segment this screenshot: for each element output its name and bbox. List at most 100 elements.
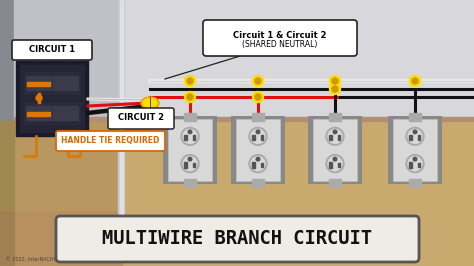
- Bar: [53, 76, 78, 90]
- Circle shape: [332, 181, 337, 185]
- Bar: [24, 72, 80, 94]
- Bar: [14, 121, 122, 214]
- Circle shape: [184, 92, 195, 102]
- Bar: [253, 135, 255, 140]
- Bar: [393, 119, 437, 181]
- Bar: [388, 116, 442, 184]
- Bar: [409, 113, 421, 121]
- Bar: [20, 65, 84, 132]
- Bar: [418, 135, 420, 140]
- Circle shape: [251, 157, 265, 171]
- Circle shape: [188, 181, 192, 185]
- Bar: [252, 179, 264, 187]
- Circle shape: [251, 129, 265, 143]
- Bar: [168, 119, 212, 181]
- FancyBboxPatch shape: [12, 40, 92, 60]
- Circle shape: [410, 76, 420, 86]
- FancyBboxPatch shape: [203, 20, 357, 56]
- Bar: [120, 0, 123, 214]
- Circle shape: [332, 114, 337, 119]
- Bar: [16, 61, 88, 136]
- Circle shape: [329, 84, 340, 94]
- Bar: [184, 113, 196, 121]
- Text: (SHARED NEUTRAL): (SHARED NEUTRAL): [242, 40, 318, 49]
- Circle shape: [326, 127, 344, 145]
- Circle shape: [329, 76, 340, 86]
- Bar: [193, 163, 195, 167]
- Bar: [410, 162, 412, 168]
- Bar: [26, 106, 51, 120]
- Bar: [24, 102, 80, 124]
- Circle shape: [188, 114, 192, 119]
- Circle shape: [406, 155, 424, 173]
- Circle shape: [326, 155, 344, 173]
- Text: CIRCUIT 1: CIRCUIT 1: [29, 45, 75, 55]
- Circle shape: [255, 181, 261, 185]
- Bar: [261, 163, 264, 167]
- Circle shape: [188, 157, 192, 161]
- Circle shape: [249, 127, 267, 145]
- Bar: [122, 59, 474, 214]
- Text: HANDLE TIE REQUIRED: HANDLE TIE REQUIRED: [61, 136, 159, 146]
- Bar: [0, 211, 474, 266]
- Bar: [0, 0, 14, 214]
- Bar: [184, 135, 187, 140]
- Bar: [14, 117, 474, 121]
- Bar: [184, 179, 196, 187]
- Bar: [329, 135, 332, 140]
- Circle shape: [255, 78, 261, 84]
- FancyBboxPatch shape: [108, 108, 174, 129]
- Circle shape: [328, 129, 342, 143]
- Circle shape: [181, 155, 199, 173]
- Circle shape: [408, 129, 422, 143]
- Bar: [308, 116, 362, 184]
- Bar: [14, 211, 122, 266]
- Bar: [118, 0, 124, 214]
- Circle shape: [410, 76, 420, 86]
- Circle shape: [253, 76, 264, 86]
- Bar: [329, 179, 341, 187]
- Circle shape: [328, 157, 342, 171]
- Circle shape: [332, 86, 338, 92]
- Circle shape: [413, 130, 417, 134]
- Bar: [193, 135, 195, 140]
- Circle shape: [412, 114, 418, 119]
- Ellipse shape: [143, 98, 157, 107]
- Bar: [236, 119, 280, 181]
- Bar: [338, 135, 340, 140]
- Circle shape: [332, 78, 338, 84]
- Bar: [27, 82, 50, 86]
- Bar: [0, 211, 14, 266]
- Bar: [313, 119, 357, 181]
- FancyBboxPatch shape: [56, 131, 165, 151]
- Bar: [253, 162, 255, 168]
- Ellipse shape: [141, 97, 159, 109]
- Bar: [184, 162, 187, 168]
- Bar: [163, 116, 217, 184]
- Text: Circuit 1 & Circuit 2: Circuit 1 & Circuit 2: [233, 31, 327, 39]
- Circle shape: [181, 127, 199, 145]
- Bar: [409, 179, 421, 187]
- Circle shape: [249, 155, 267, 173]
- Bar: [418, 163, 420, 167]
- Circle shape: [412, 181, 418, 185]
- Circle shape: [333, 157, 337, 161]
- Circle shape: [408, 157, 422, 171]
- Circle shape: [188, 130, 192, 134]
- Bar: [122, 0, 474, 119]
- Circle shape: [184, 76, 195, 86]
- Bar: [27, 112, 50, 116]
- Circle shape: [413, 157, 417, 161]
- Circle shape: [406, 127, 424, 145]
- Text: MULTIWIRE BRANCH CIRCUIT: MULTIWIRE BRANCH CIRCUIT: [102, 230, 372, 248]
- Bar: [14, 119, 474, 214]
- Text: CIRCUIT 2: CIRCUIT 2: [118, 114, 164, 123]
- Circle shape: [187, 94, 193, 100]
- Text: © 2022, InterNACHI: © 2022, InterNACHI: [6, 257, 55, 262]
- Bar: [231, 116, 285, 184]
- Circle shape: [256, 157, 260, 161]
- Circle shape: [255, 94, 261, 100]
- Bar: [329, 162, 332, 168]
- Circle shape: [183, 157, 197, 171]
- Bar: [338, 163, 340, 167]
